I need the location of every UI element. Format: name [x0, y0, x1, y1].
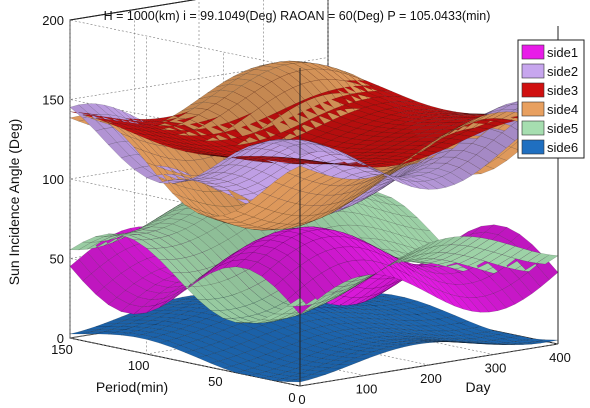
z-gridline	[69, 57, 329, 148]
legend-swatch-side4	[521, 101, 545, 117]
legend-label-side3: side3	[547, 83, 578, 98]
legend-label-side4: side4	[547, 102, 578, 117]
x-tick-label: 200	[420, 371, 442, 386]
x-tick-label: 300	[485, 361, 507, 376]
legend-label-side6: side6	[547, 140, 578, 155]
legend-label-side2: side2	[547, 64, 578, 79]
y-tick-label: 100	[128, 358, 150, 373]
z-tick-label: 0	[57, 331, 64, 346]
x-tick-label: 100	[356, 382, 378, 397]
legend: side1 side2 side3 side4 side5 side6	[517, 39, 585, 159]
legend-label-side5: side5	[547, 121, 578, 136]
y-tick-label: 150	[51, 342, 73, 357]
y-axis-label: Period(min)	[96, 379, 168, 395]
x-tick-label: 0	[298, 392, 305, 407]
side6-patch	[433, 310, 457, 318]
chart-title: H = 1000(km) i = 99.1049(Deg) RAOAN = 60…	[104, 9, 491, 23]
side6-patch	[459, 321, 482, 329]
z-tick-label: 50	[50, 252, 64, 267]
surfaces	[69, 60, 559, 383]
x-tick-label: 400	[549, 350, 571, 365]
top-back-edge	[69, 0, 196, 21]
z-tick-label: 150	[42, 93, 64, 108]
legend-label-side1: side1	[547, 45, 578, 60]
side5-patch	[408, 216, 431, 231]
z-tick-label: 200	[42, 13, 64, 28]
side1-patch	[485, 224, 508, 235]
y-tick-label: 0	[288, 390, 295, 405]
side1-patch	[510, 233, 533, 253]
z-tick-label: 100	[42, 172, 64, 187]
z-axis-label: Sun Incidence Angle (Deg)	[6, 119, 22, 286]
side6-patch	[536, 339, 559, 342]
side5-patch	[536, 254, 559, 265]
legend-box	[517, 39, 585, 159]
y-gridline	[69, 20, 329, 339]
legend-swatch-side3	[521, 82, 545, 98]
legend-swatch-side5	[521, 120, 545, 136]
legend-swatch-side6	[521, 139, 545, 155]
x-axis-label: Day	[466, 379, 491, 395]
legend-swatch-side2	[521, 63, 545, 79]
legend-swatch-side1	[521, 44, 545, 60]
y-tick-label: 50	[208, 374, 222, 389]
